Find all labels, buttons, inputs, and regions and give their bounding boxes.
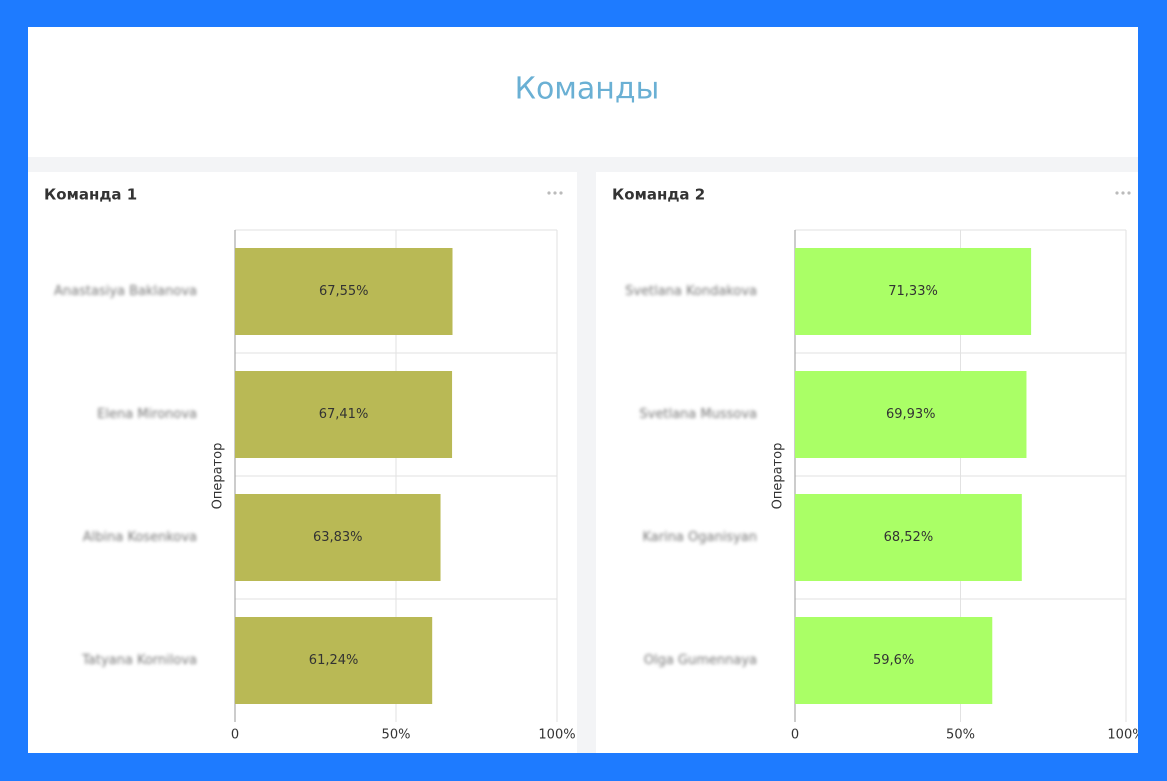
category-label: Svetlana Kondakova [625,284,757,299]
category-label: Elena Mironova [97,407,197,422]
header [28,27,1138,157]
page-title: Команды [515,72,660,107]
value-label: 68,52% [884,530,934,545]
x-tick-label: 100% [538,728,575,743]
x-tick-label: 50% [382,728,411,743]
value-label: 59,6% [873,653,914,668]
menu-dot [553,191,557,195]
x-tick-label: 0 [791,728,799,743]
x-tick-label: 50% [946,728,975,743]
category-label: Karina Oganisyan [642,530,757,545]
category-label: Albina Kosenkova [83,530,197,545]
value-label: 63,83% [313,530,363,545]
menu-dot [1127,191,1131,195]
value-label: 61,24% [309,653,359,668]
value-label: 67,55% [319,284,369,299]
bar [795,617,993,704]
bar [795,494,1022,581]
value-label: 69,93% [886,407,936,422]
panel-title: Команда 1 [44,186,137,204]
bar [235,617,433,704]
y-axis-label: Оператор [771,443,786,510]
x-tick-label: 0 [231,728,239,743]
bar [235,371,453,458]
category-label: Svetlana Mussova [639,407,757,422]
menu-dot [1115,191,1119,195]
panel-title: Команда 2 [612,186,705,204]
menu-dot [559,191,563,195]
category-label: Tatyana Kornilova [81,653,197,668]
y-axis-label: Оператор [211,443,226,510]
value-label: 71,33% [888,284,938,299]
bar [235,494,441,581]
value-label: 67,41% [319,407,369,422]
x-tick-label: 100% [1107,728,1144,743]
menu-dot [547,191,551,195]
category-label: Olga Gumennaya [644,653,757,668]
panels: Команда 1 Оператор 0 50% 100% Anastasiya Bakl… [28,172,1156,753]
bar [795,371,1027,458]
menu-dot [1121,191,1125,195]
bar [235,248,453,335]
bar [795,248,1032,335]
category-label: Anastasiya Baklanova [54,284,197,299]
